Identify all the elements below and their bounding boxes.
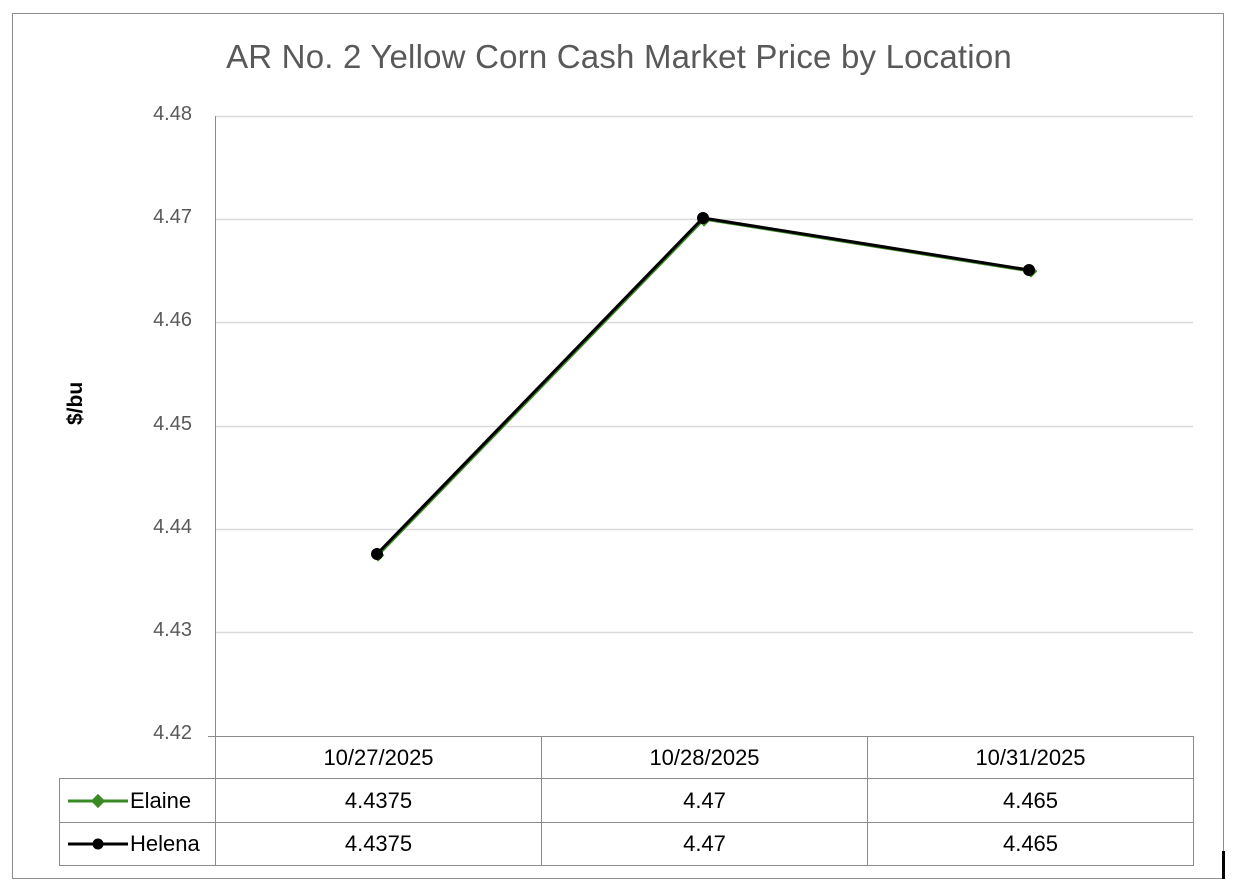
circle-marker-icon	[1023, 264, 1035, 276]
y-tick-label: 4.44	[153, 516, 192, 538]
table-header-cell: 10/28/2025	[541, 736, 868, 779]
table-header-cell: 10/27/2025	[215, 736, 542, 779]
series-elaine	[371, 213, 1038, 562]
gridlines	[215, 115, 1193, 634]
green-diamond-line-icon	[68, 793, 128, 808]
table-cell: 4.47	[541, 822, 868, 866]
circle-marker-icon	[697, 212, 709, 224]
y-tick-label: 4.42	[153, 722, 192, 744]
y-tick-label: 4.43	[153, 619, 192, 641]
table-header-cell: 10/31/2025	[867, 736, 1194, 779]
chart-title: AR No. 2 Yellow Corn Cash Market Price b…	[226, 38, 1012, 75]
y-tick-label: 4.48	[153, 103, 192, 125]
legend-label: Helena	[130, 831, 200, 856]
legend-label: Elaine	[130, 787, 192, 813]
table-cell: 4.4375	[215, 778, 542, 823]
series-helena	[371, 212, 1035, 560]
y-tick-label: 4.45	[153, 413, 192, 435]
circle-marker-icon	[371, 548, 383, 560]
table-cell: 4.465	[867, 778, 1194, 823]
y-tick-label: 4.47	[153, 206, 192, 228]
legend-entry-elaine: Elaine	[59, 778, 216, 823]
legend-entry-helena: Helena	[59, 822, 216, 866]
table-cell: 4.465	[867, 822, 1194, 866]
black-circle-line-icon	[68, 838, 128, 850]
y-tick-label: 4.46	[153, 309, 192, 331]
chart-frame	[12, 13, 1224, 879]
table-cell: 4.4375	[215, 822, 542, 866]
table-cell: 4.47	[541, 778, 868, 823]
text-cursor	[1222, 851, 1225, 879]
